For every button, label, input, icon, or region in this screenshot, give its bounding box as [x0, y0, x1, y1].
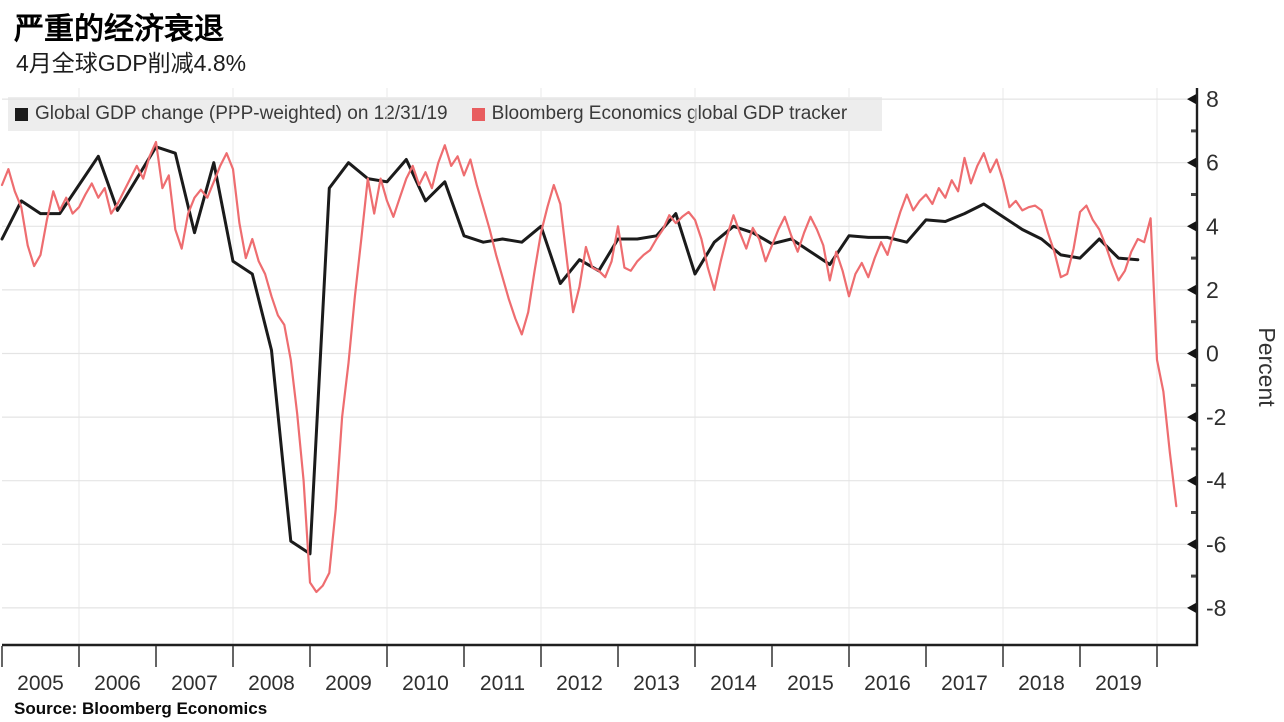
x-tick-label: 2009 — [325, 672, 372, 695]
y-axis-title: Percent — [1254, 327, 1280, 407]
axis-frame — [2, 88, 1199, 647]
x-tick-label: 2006 — [94, 672, 141, 695]
x-tick-label: 2014 — [710, 672, 757, 695]
x-tick-label: 2005 — [17, 672, 64, 695]
chart-title: 严重的经济衰退 — [14, 13, 224, 46]
x-tick-label: 2017 — [941, 672, 988, 695]
source-note: Source: Bloomberg Economics — [14, 699, 268, 718]
x-axis: 2005 2006 2007 2008 2009 2010 2011 2012 2013 2014… — [1, 646, 1158, 695]
chart-legend: Global GDP change (PPP-weighted) on 12/3… — [8, 97, 882, 131]
vertical-gridlines — [78, 88, 1158, 644]
red-series-swatch-icon — [471, 107, 485, 121]
x-tick-label: 2019 — [1095, 672, 1142, 695]
x-tick-label: 2018 — [1018, 672, 1065, 695]
x-tick-label: 2007 — [171, 672, 218, 695]
y-tick-label: 2 — [1206, 277, 1219, 303]
x-tick-label: 2016 — [864, 672, 911, 695]
legend-label-gdp-change: Global GDP change (PPP-weighted) on 12/3… — [35, 103, 448, 124]
y-tick-label: -6 — [1206, 531, 1226, 557]
series-line-gdp-tracker — [0, 140, 1178, 594]
black-series-swatch-icon — [15, 107, 28, 121]
x-tick-label: 2011 — [480, 672, 525, 695]
horizontal-gridlines — [2, 98, 1196, 609]
chart-subtitle: 4月全球GDP削减4.8% — [16, 50, 247, 76]
x-tick-label: 2010 — [402, 672, 449, 695]
legend-label-gdp-tracker: Bloomberg Economics global GDP tracker — [491, 103, 848, 124]
y-tick-label: 6 — [1206, 150, 1219, 176]
y-tick-label: -2 — [1206, 404, 1226, 430]
series-line-gdp-change — [0, 145, 1140, 556]
legend-item-gdp-change: Global GDP change (PPP-weighted) on 12/3… — [15, 103, 448, 125]
y-tick-label: -8 — [1206, 595, 1226, 621]
x-tick-label: 2015 — [787, 672, 834, 695]
y-tick-label: -4 — [1206, 468, 1227, 494]
x-tick-label: 2013 — [633, 672, 680, 695]
x-tick-label: 2008 — [248, 672, 295, 695]
y-tick-label: 8 — [1206, 86, 1219, 112]
legend-item-gdp-tracker: Bloomberg Economics global GDP tracker — [471, 103, 848, 125]
y-tick-label: 0 — [1206, 341, 1219, 367]
y-tick-label: 4 — [1206, 213, 1219, 239]
y-axis: 8 6 4 2 0 -2 -4 -6 -8 — [1187, 86, 1227, 621]
x-tick-label: 2012 — [556, 672, 603, 695]
